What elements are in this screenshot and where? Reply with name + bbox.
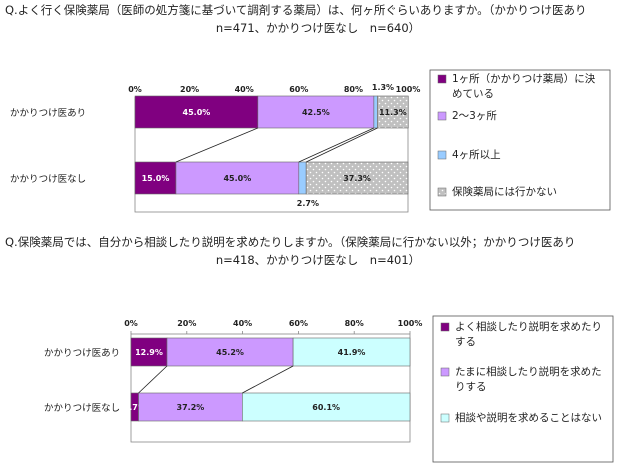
bar-segment [298, 161, 307, 195]
bar-segment [242, 392, 411, 422]
category-label: かかりつけ医あり [10, 108, 86, 119]
chart-2: 0% 20% 40% 60% 80% 100% かかりつけ医あり 12.9% 45.2% 41.9… [44, 315, 614, 463]
x-tick-label: 80% [345, 319, 364, 328]
legend-swatch [440, 322, 450, 332]
legend-box [429, 69, 611, 211]
x-tick-label: 20% [177, 319, 196, 328]
data-label: 60.1% [312, 403, 340, 412]
legend-label: 2～3ヶ所 [452, 110, 497, 122]
data-label: 45.2% [216, 348, 244, 357]
series-line [298, 127, 375, 163]
bar-segment [166, 337, 294, 367]
x-tick-label: 60% [289, 85, 308, 94]
legend-label: たまに相談したり説明を求めた [455, 365, 602, 378]
data-label: 1.3% [372, 83, 394, 92]
data-label: 45.0% [223, 174, 251, 183]
legend-box [432, 315, 614, 463]
category-label: かかりつけ医なし [44, 403, 120, 414]
series-line [305, 127, 378, 163]
series-line [138, 365, 168, 394]
x-tick-label: 60% [289, 319, 308, 328]
x-tick-label: 0% [128, 85, 142, 94]
legend-swatch [437, 74, 447, 84]
data-label: 2.7% [297, 199, 319, 208]
data-label: 37.2% [177, 403, 205, 412]
chart-1: 0% 20% 40% 60% 80% 100% かかりつけ医あり 45.0% 42.5% 1.3%… [10, 69, 611, 213]
legend-swatch [437, 111, 447, 121]
data-label: 2.7% [124, 403, 146, 412]
data-label: 45.0% [183, 108, 211, 117]
data-label: 11.3% [379, 108, 407, 117]
legend-label: 保険薬局には行かない [452, 185, 557, 198]
bar-segment [134, 161, 177, 195]
chart2-question-line1: Q.保険薬局では、自分から相談したり説明を求めたりしますか。（保険薬局に行かない… [5, 235, 575, 249]
series-line [175, 127, 259, 163]
bar-segment [373, 95, 378, 129]
series-line [242, 365, 294, 394]
bar-segment [292, 337, 411, 367]
legend-swatch [440, 413, 450, 423]
x-tick-label: 100% [398, 319, 423, 328]
data-label: 12.9% [135, 348, 163, 357]
bar-segment [175, 161, 300, 195]
category-label: かかりつけ医あり [44, 348, 120, 359]
chart1-question-line2: n=471、かかりつけ医なし n=640） [216, 21, 420, 35]
x-tick-label: 40% [233, 319, 252, 328]
category-label: かかりつけ医なし [10, 174, 86, 185]
bar-segment [134, 95, 259, 129]
chart1-question-line1: Q.よく行く保険薬局（医師の処方箋に基づいて調剤する薬局）は、何ヶ所ぐらいありま… [5, 3, 587, 17]
legend-swatch [437, 150, 447, 160]
bar-segment [377, 95, 409, 129]
legend-label: めている [452, 88, 494, 100]
data-label: 15.0% [142, 174, 170, 183]
legend-label: 4ヶ所以上 [452, 149, 501, 161]
legend-swatch [437, 187, 447, 197]
x-tick-label: 100% [396, 85, 421, 94]
bar-segment [305, 161, 409, 195]
legend-label: 相談や説明を求めることはない [455, 411, 602, 424]
legend-label: よく相談したり説明を求めたり [455, 320, 602, 333]
bar-segment [257, 95, 375, 129]
x-tick-label: 0% [124, 319, 138, 328]
legend-label: 1ヶ所（かかりつけ薬局）に決 [452, 73, 596, 85]
x-tick-label: 20% [180, 85, 199, 94]
data-label: 42.5% [302, 108, 330, 117]
plot-area [130, 333, 411, 443]
chart2-question-line2: n=418、かかりつけ医なし n=401） [216, 253, 420, 267]
legend-swatch [440, 367, 450, 377]
data-label: 41.9% [338, 348, 366, 357]
bar-segment [130, 337, 168, 367]
x-tick-label: 40% [235, 85, 254, 94]
bar-segment [138, 392, 243, 422]
legend-label: りする [455, 381, 487, 393]
x-tick-label: 80% [344, 85, 363, 94]
data-label: 37.3% [343, 174, 371, 183]
legend-label: する [455, 336, 476, 348]
